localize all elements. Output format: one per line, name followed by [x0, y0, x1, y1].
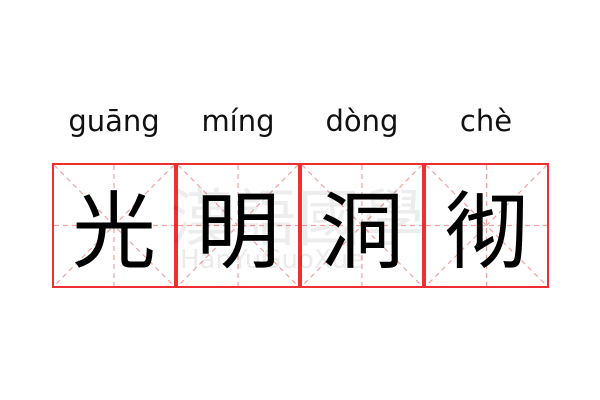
guide-lines [54, 165, 174, 286]
pinyin-2: míng [201, 104, 275, 138]
character-grid: 光 明 洞 彻 [52, 163, 549, 288]
grid-cell-4: 彻 [424, 163, 549, 288]
hanzi-4: 彻 [444, 183, 529, 281]
grid-cell-2: 明 [176, 163, 300, 288]
guide-line [178, 165, 298, 286]
guide-line [54, 165, 174, 286]
guide-lines [426, 165, 547, 286]
hanzi-2: 明 [195, 183, 280, 281]
guide-lines [302, 165, 422, 286]
guide-line [426, 165, 547, 286]
grid-cell-1: 光 [52, 163, 176, 288]
guide-lines [178, 165, 298, 286]
pinyin-1: guāng [68, 104, 160, 138]
hanzi-1: 光 [71, 183, 156, 281]
pinyin-3: dòng [325, 104, 399, 138]
grid-cell-3: 洞 [300, 163, 424, 288]
pinyin-4: chè [459, 104, 513, 138]
watermark-latin: HanYuGuoXue [180, 245, 365, 275]
guide-line [302, 165, 422, 286]
watermark-chinese: 漢語國學 [170, 182, 427, 255]
hanzi-3: 洞 [319, 183, 404, 281]
